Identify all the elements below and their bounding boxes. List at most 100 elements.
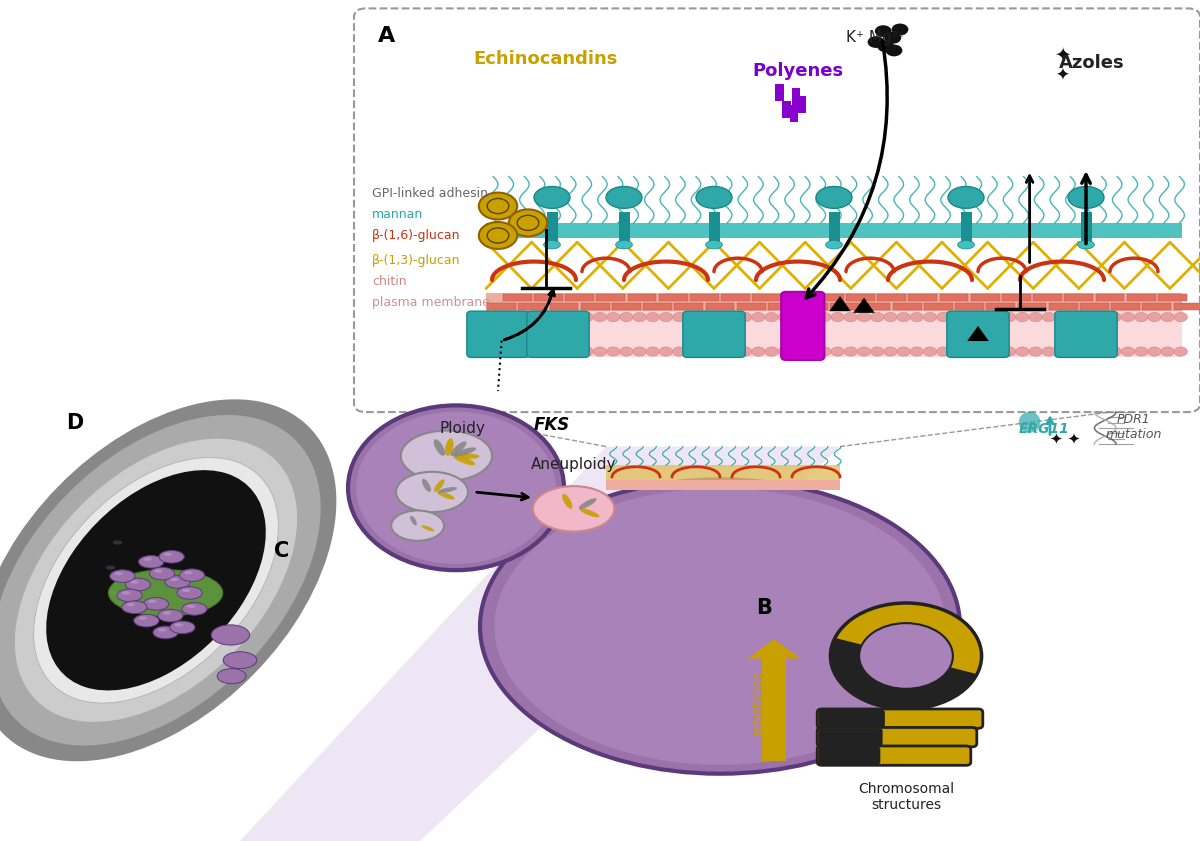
Circle shape (830, 603, 982, 709)
Circle shape (739, 313, 752, 322)
Ellipse shape (706, 241, 722, 249)
Bar (955, 303, 984, 310)
Circle shape (950, 346, 964, 357)
Text: β-(1,6)-glucan: β-(1,6)-glucan (372, 229, 461, 242)
Ellipse shape (534, 187, 570, 209)
Bar (1158, 294, 1187, 301)
Circle shape (686, 346, 700, 357)
Bar (775, 84, 784, 101)
Bar (877, 294, 906, 301)
Text: ✦: ✦ (1055, 66, 1069, 85)
Bar (706, 303, 734, 310)
Ellipse shape (445, 438, 454, 456)
Text: β-(1,3)-glucan: β-(1,3)-glucan (372, 254, 461, 267)
Circle shape (911, 346, 924, 357)
Bar (1033, 294, 1062, 301)
Ellipse shape (109, 590, 119, 595)
Circle shape (1043, 346, 1056, 357)
Circle shape (713, 346, 726, 357)
Bar (1002, 294, 1031, 301)
Bar (1142, 303, 1171, 310)
FancyBboxPatch shape (817, 709, 983, 728)
Bar (518, 303, 547, 310)
Bar (550, 303, 578, 310)
Circle shape (515, 346, 528, 357)
Bar (790, 105, 798, 122)
Ellipse shape (134, 614, 158, 627)
Circle shape (673, 346, 686, 357)
Ellipse shape (433, 439, 445, 456)
FancyBboxPatch shape (354, 8, 1200, 412)
FancyBboxPatch shape (527, 311, 589, 357)
Polygon shape (853, 298, 875, 313)
Circle shape (977, 313, 990, 322)
Circle shape (858, 313, 871, 322)
Ellipse shape (948, 187, 984, 209)
Circle shape (581, 346, 594, 357)
Circle shape (792, 313, 805, 322)
Circle shape (686, 313, 700, 322)
FancyBboxPatch shape (947, 311, 1009, 357)
Circle shape (634, 346, 647, 357)
Circle shape (871, 313, 884, 322)
Bar (862, 303, 890, 310)
Ellipse shape (43, 467, 269, 694)
Circle shape (581, 313, 594, 322)
Bar (596, 294, 625, 301)
Text: mannan: mannan (372, 208, 424, 221)
Ellipse shape (348, 405, 564, 570)
Text: ✦ ✦: ✦ ✦ (1050, 431, 1081, 447)
Circle shape (479, 193, 517, 220)
Circle shape (713, 313, 726, 322)
Circle shape (647, 346, 660, 357)
Circle shape (886, 45, 902, 56)
Circle shape (964, 313, 977, 322)
Circle shape (766, 346, 779, 357)
Circle shape (1175, 313, 1188, 322)
Bar (1127, 294, 1156, 301)
Ellipse shape (106, 566, 115, 570)
Polygon shape (748, 639, 800, 659)
Circle shape (832, 346, 845, 357)
Bar (709, 212, 720, 248)
Ellipse shape (150, 568, 175, 580)
Bar (721, 294, 750, 301)
FancyBboxPatch shape (817, 727, 977, 747)
Circle shape (502, 346, 515, 357)
Text: A: A (378, 26, 395, 46)
Circle shape (779, 313, 792, 322)
Bar (1080, 303, 1109, 310)
Text: Echinocandins: Echinocandins (474, 50, 618, 68)
Circle shape (607, 346, 620, 357)
Ellipse shape (131, 580, 139, 584)
Text: D: D (66, 413, 83, 433)
Bar (503, 294, 532, 301)
Ellipse shape (144, 558, 151, 561)
Circle shape (868, 36, 884, 48)
Bar (961, 212, 972, 248)
Circle shape (752, 313, 766, 322)
Bar (1174, 303, 1200, 310)
Circle shape (1148, 346, 1162, 357)
Polygon shape (967, 326, 989, 341)
Ellipse shape (170, 621, 194, 634)
Circle shape (818, 346, 832, 357)
Bar (565, 294, 594, 301)
Ellipse shape (434, 479, 444, 492)
Circle shape (911, 313, 924, 322)
Text: chitin: chitin (372, 275, 407, 288)
Circle shape (528, 313, 541, 322)
Ellipse shape (616, 241, 632, 249)
Ellipse shape (113, 541, 122, 545)
Bar (486, 238, 1182, 293)
Circle shape (858, 346, 871, 357)
Ellipse shape (421, 526, 434, 532)
Ellipse shape (158, 550, 185, 563)
Ellipse shape (455, 453, 480, 459)
Bar (893, 303, 922, 310)
Circle shape (1043, 313, 1056, 322)
Bar (1111, 303, 1140, 310)
Circle shape (660, 313, 673, 322)
Ellipse shape (578, 498, 596, 509)
Bar (368, 19, 1186, 402)
